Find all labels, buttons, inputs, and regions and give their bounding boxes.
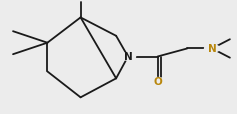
- Text: N: N: [124, 52, 132, 62]
- Circle shape: [205, 45, 220, 53]
- Circle shape: [150, 78, 165, 85]
- Text: N: N: [208, 44, 216, 54]
- Text: O: O: [153, 77, 162, 86]
- Circle shape: [120, 53, 136, 61]
